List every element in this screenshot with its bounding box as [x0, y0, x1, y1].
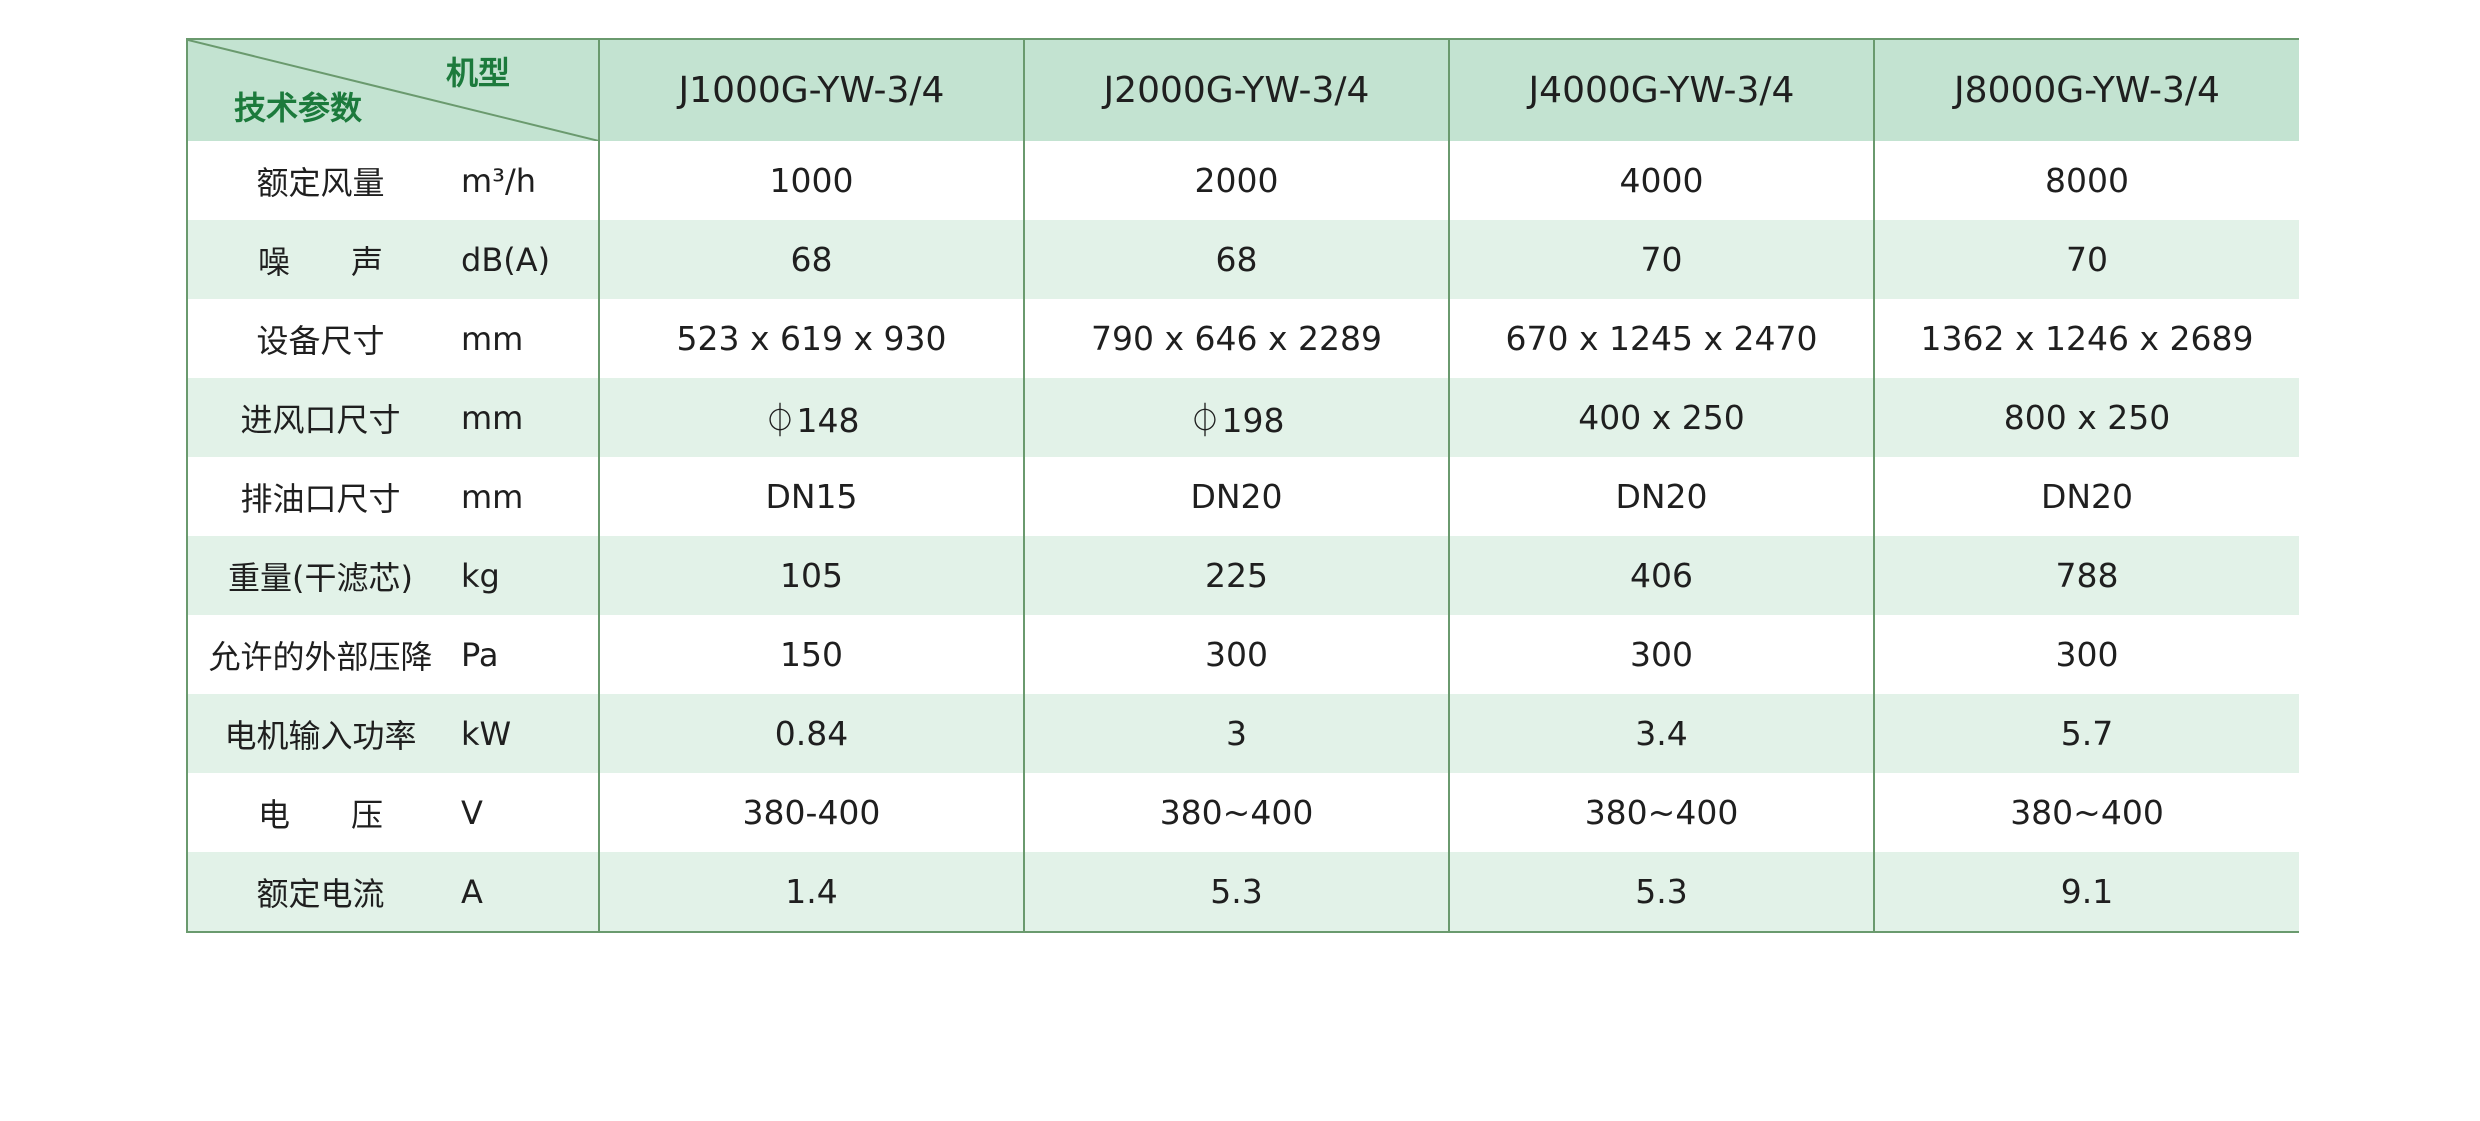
spec-body: 额定风量 m³/h 1000 2000 4000 8000 噪 声 dB(A) 68 68 70 70… [188, 141, 2299, 931]
table-row: 额定电流 A 1.4 5.3 5.3 9.1 [188, 852, 2299, 931]
table-row: 进风口尺寸 mm ⏀148 ⏀198 400 x 250 800 x 250 [188, 378, 2299, 457]
value-cell: 670 x 1245 x 2470 [1448, 299, 1874, 378]
corner-header-cell: 机型 技术参数 [188, 40, 599, 141]
value-cell: DN20 [1873, 457, 2299, 536]
parameter-name: 噪 声 [257, 242, 384, 281]
parameter-unit: mm [461, 398, 524, 437]
model-header: J4000G-YW-3/4 [1448, 40, 1874, 141]
value-cell: 8000 [1873, 141, 2299, 220]
value-cell: 790 x 646 x 2289 [1023, 299, 1449, 378]
value-cell: 4000 [1448, 141, 1874, 220]
table-row: 允许的外部压降 Pa 150 300 300 300 [188, 615, 2299, 694]
parameter-cell: 排油口尺寸 mm [188, 457, 599, 536]
table-row: 额定风量 m³/h 1000 2000 4000 8000 [188, 141, 2299, 220]
parameter-name: 设备尺寸 [256, 321, 385, 360]
spec-table: 机型 技术参数 J1000G-YW-3/4 J2000G-YW-3/4 J400… [186, 38, 2299, 933]
value-cell: 380-400 [598, 773, 1024, 852]
value-cell: 406 [1448, 536, 1874, 615]
parameter-cell: 电机输入功率 kW [188, 694, 599, 773]
model-header: J8000G-YW-3/4 [1873, 40, 2299, 141]
value-cell: 70 [1873, 220, 2299, 299]
value-cell: 1362 x 1246 x 2689 [1873, 299, 2299, 378]
value-cell: 380~400 [1448, 773, 1874, 852]
value-cell: 0.84 [598, 694, 1024, 773]
parameter-name: 电机输入功率 [224, 716, 417, 755]
parameter-cell: 额定风量 m³/h [188, 141, 599, 220]
table-row: 排油口尺寸 mm DN15 DN20 DN20 DN20 [188, 457, 2299, 536]
table-row: 设备尺寸 mm 523 x 619 x 930 790 x 646 x 2289 670… [188, 299, 2299, 378]
parameter-unit: kg [461, 556, 500, 595]
value-cell: DN15 [598, 457, 1024, 536]
parameter-unit: V [461, 793, 483, 832]
value-cell: 300 [1023, 615, 1449, 694]
value-cell: 225 [1023, 536, 1449, 615]
value-cell: ⏀198 [1023, 378, 1449, 457]
table-row: 电 压 V 380-400 380~400 380~400 380~400 [188, 773, 2299, 852]
value-cell: 5.3 [1023, 852, 1449, 931]
parameter-unit: dB(A) [461, 240, 551, 279]
value-cell: 523 x 619 x 930 [598, 299, 1024, 378]
value-cell: 1000 [598, 141, 1024, 220]
table-row: 噪 声 dB(A) 68 68 70 70 [188, 220, 2299, 299]
corner-label-model: 机型 [445, 54, 510, 92]
table-row: 重量(干滤芯) kg 105 225 406 788 [188, 536, 2299, 615]
parameter-unit: kW [461, 714, 512, 753]
parameter-name: 电 压 [257, 795, 384, 834]
parameter-name: 重量(干滤芯) [228, 558, 413, 597]
value-cell: 68 [1023, 220, 1449, 299]
value-cell: DN20 [1448, 457, 1874, 536]
parameter-unit: mm [461, 477, 524, 516]
table-row: 电机输入功率 kW 0.84 3 3.4 5.7 [188, 694, 2299, 773]
parameter-cell: 设备尺寸 mm [188, 299, 599, 378]
parameter-unit: m³/h [461, 161, 537, 200]
value-cell: ⏀148 [598, 378, 1024, 457]
parameter-cell: 进风口尺寸 mm [188, 378, 599, 457]
parameter-name: 额定风量 [256, 163, 385, 202]
corner-label-parameters: 技术参数 [234, 89, 363, 127]
spec-table-grid: 机型 技术参数 J1000G-YW-3/4 J2000G-YW-3/4 J400… [188, 40, 2299, 931]
value-cell: 380~400 [1873, 773, 2299, 852]
value-cell: 105 [598, 536, 1024, 615]
parameter-cell: 额定电流 A [188, 852, 599, 931]
value-cell: 380~400 [1023, 773, 1449, 852]
value-cell: 2000 [1023, 141, 1449, 220]
parameter-unit: mm [461, 319, 524, 358]
parameter-unit: Pa [461, 635, 499, 674]
model-header: J1000G-YW-3/4 [598, 40, 1024, 141]
parameter-name: 进风口尺寸 [240, 400, 401, 439]
parameter-cell: 噪 声 dB(A) [188, 220, 599, 299]
value-cell: 788 [1873, 536, 2299, 615]
diagonal-line [188, 40, 599, 141]
value-cell: 3.4 [1448, 694, 1874, 773]
value-cell: 5.3 [1448, 852, 1874, 931]
value-cell: 400 x 250 [1448, 378, 1874, 457]
parameter-name: 排油口尺寸 [240, 479, 401, 518]
header-row: 机型 技术参数 J1000G-YW-3/4 J2000G-YW-3/4 J400… [188, 40, 2299, 141]
value-cell: DN20 [1023, 457, 1449, 536]
value-cell: 800 x 250 [1873, 378, 2299, 457]
value-cell: 3 [1023, 694, 1449, 773]
parameter-cell: 允许的外部压降 Pa [188, 615, 599, 694]
parameter-name: 允许的外部压降 [208, 637, 433, 676]
parameter-name: 额定电流 [256, 874, 385, 913]
value-cell: 70 [1448, 220, 1874, 299]
model-header: J2000G-YW-3/4 [1023, 40, 1449, 141]
value-cell: 150 [598, 615, 1024, 694]
value-cell: 300 [1873, 615, 2299, 694]
parameter-unit: A [461, 872, 483, 911]
parameter-cell: 重量(干滤芯) kg [188, 536, 599, 615]
value-cell: 68 [598, 220, 1024, 299]
value-cell: 5.7 [1873, 694, 2299, 773]
value-cell: 1.4 [598, 852, 1024, 931]
value-cell: 9.1 [1873, 852, 2299, 931]
value-cell: 300 [1448, 615, 1874, 694]
